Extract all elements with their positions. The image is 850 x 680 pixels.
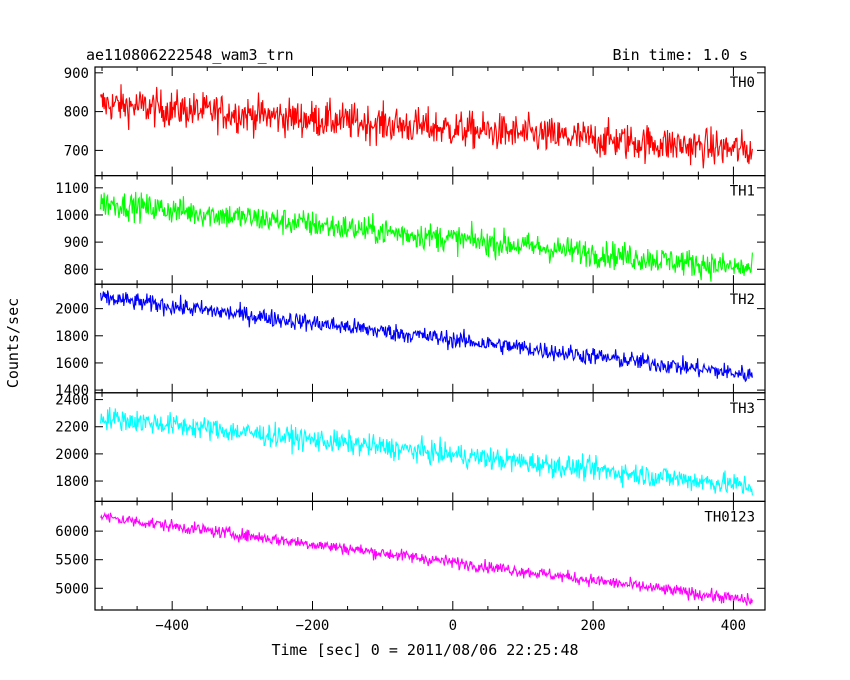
y-tick-label: 6000 bbox=[55, 524, 89, 540]
y-tick-label: 800 bbox=[64, 105, 89, 121]
series-label-th1: TH1 bbox=[730, 184, 755, 200]
y-tick-label: 1400 bbox=[55, 383, 89, 399]
y-tick-label: 5500 bbox=[55, 553, 89, 569]
y-axis-label: Counts/sec bbox=[4, 298, 22, 388]
y-tick-label: 2000 bbox=[55, 302, 89, 318]
series-line-th0123 bbox=[100, 511, 753, 606]
y-tick-label: 900 bbox=[64, 66, 89, 82]
x-tick-label: 200 bbox=[580, 618, 605, 634]
series-line-th1 bbox=[100, 191, 753, 282]
series-label-th2: TH2 bbox=[730, 292, 755, 308]
y-tick-label: 2400 bbox=[55, 393, 89, 409]
panel-frame-th2 bbox=[94, 283, 766, 394]
y-tick-label: 1000 bbox=[55, 208, 89, 224]
bin-time-label: Bin time: 1.0 s bbox=[613, 46, 748, 64]
x-tick-label: −400 bbox=[155, 618, 189, 634]
series-label-th0: TH0 bbox=[730, 75, 755, 91]
y-tick-label: 900 bbox=[64, 235, 89, 251]
y-tick-label: 1800 bbox=[55, 329, 89, 345]
y-tick-label: 5000 bbox=[55, 581, 89, 597]
x-tick-label: −200 bbox=[296, 618, 330, 634]
x-tick-label: 0 bbox=[449, 618, 457, 634]
y-tick-label: 1100 bbox=[55, 181, 89, 197]
y-tick-label: 1800 bbox=[55, 474, 89, 490]
panels-group: TH0 700 800 900 TH1 800 900 1000 1100 TH2 1400 1600… bbox=[55, 66, 766, 634]
series-label-th0123: TH0123 bbox=[704, 509, 755, 525]
y-tick-label: 2000 bbox=[55, 447, 89, 463]
series-line-th0 bbox=[100, 84, 753, 169]
y-tick-label: 1600 bbox=[55, 356, 89, 372]
y-tick-label: 2200 bbox=[55, 420, 89, 436]
series-label-th3: TH3 bbox=[730, 401, 755, 417]
panel-frame-th3 bbox=[94, 392, 766, 502]
chart-title: ae110806222548_wam3_trn bbox=[86, 46, 294, 64]
x-axis-label: Time [sec] 0 = 2011/08/06 22:25:48 bbox=[271, 641, 578, 659]
y-tick-label: 800 bbox=[64, 262, 89, 278]
panel-frame-th0123 bbox=[94, 500, 766, 611]
x-tick-label: 400 bbox=[721, 618, 746, 634]
series-line-th2 bbox=[100, 290, 753, 383]
series-line-th3 bbox=[100, 407, 753, 496]
y-tick-label: 700 bbox=[64, 143, 89, 159]
panel-frame-th0 bbox=[94, 66, 766, 177]
